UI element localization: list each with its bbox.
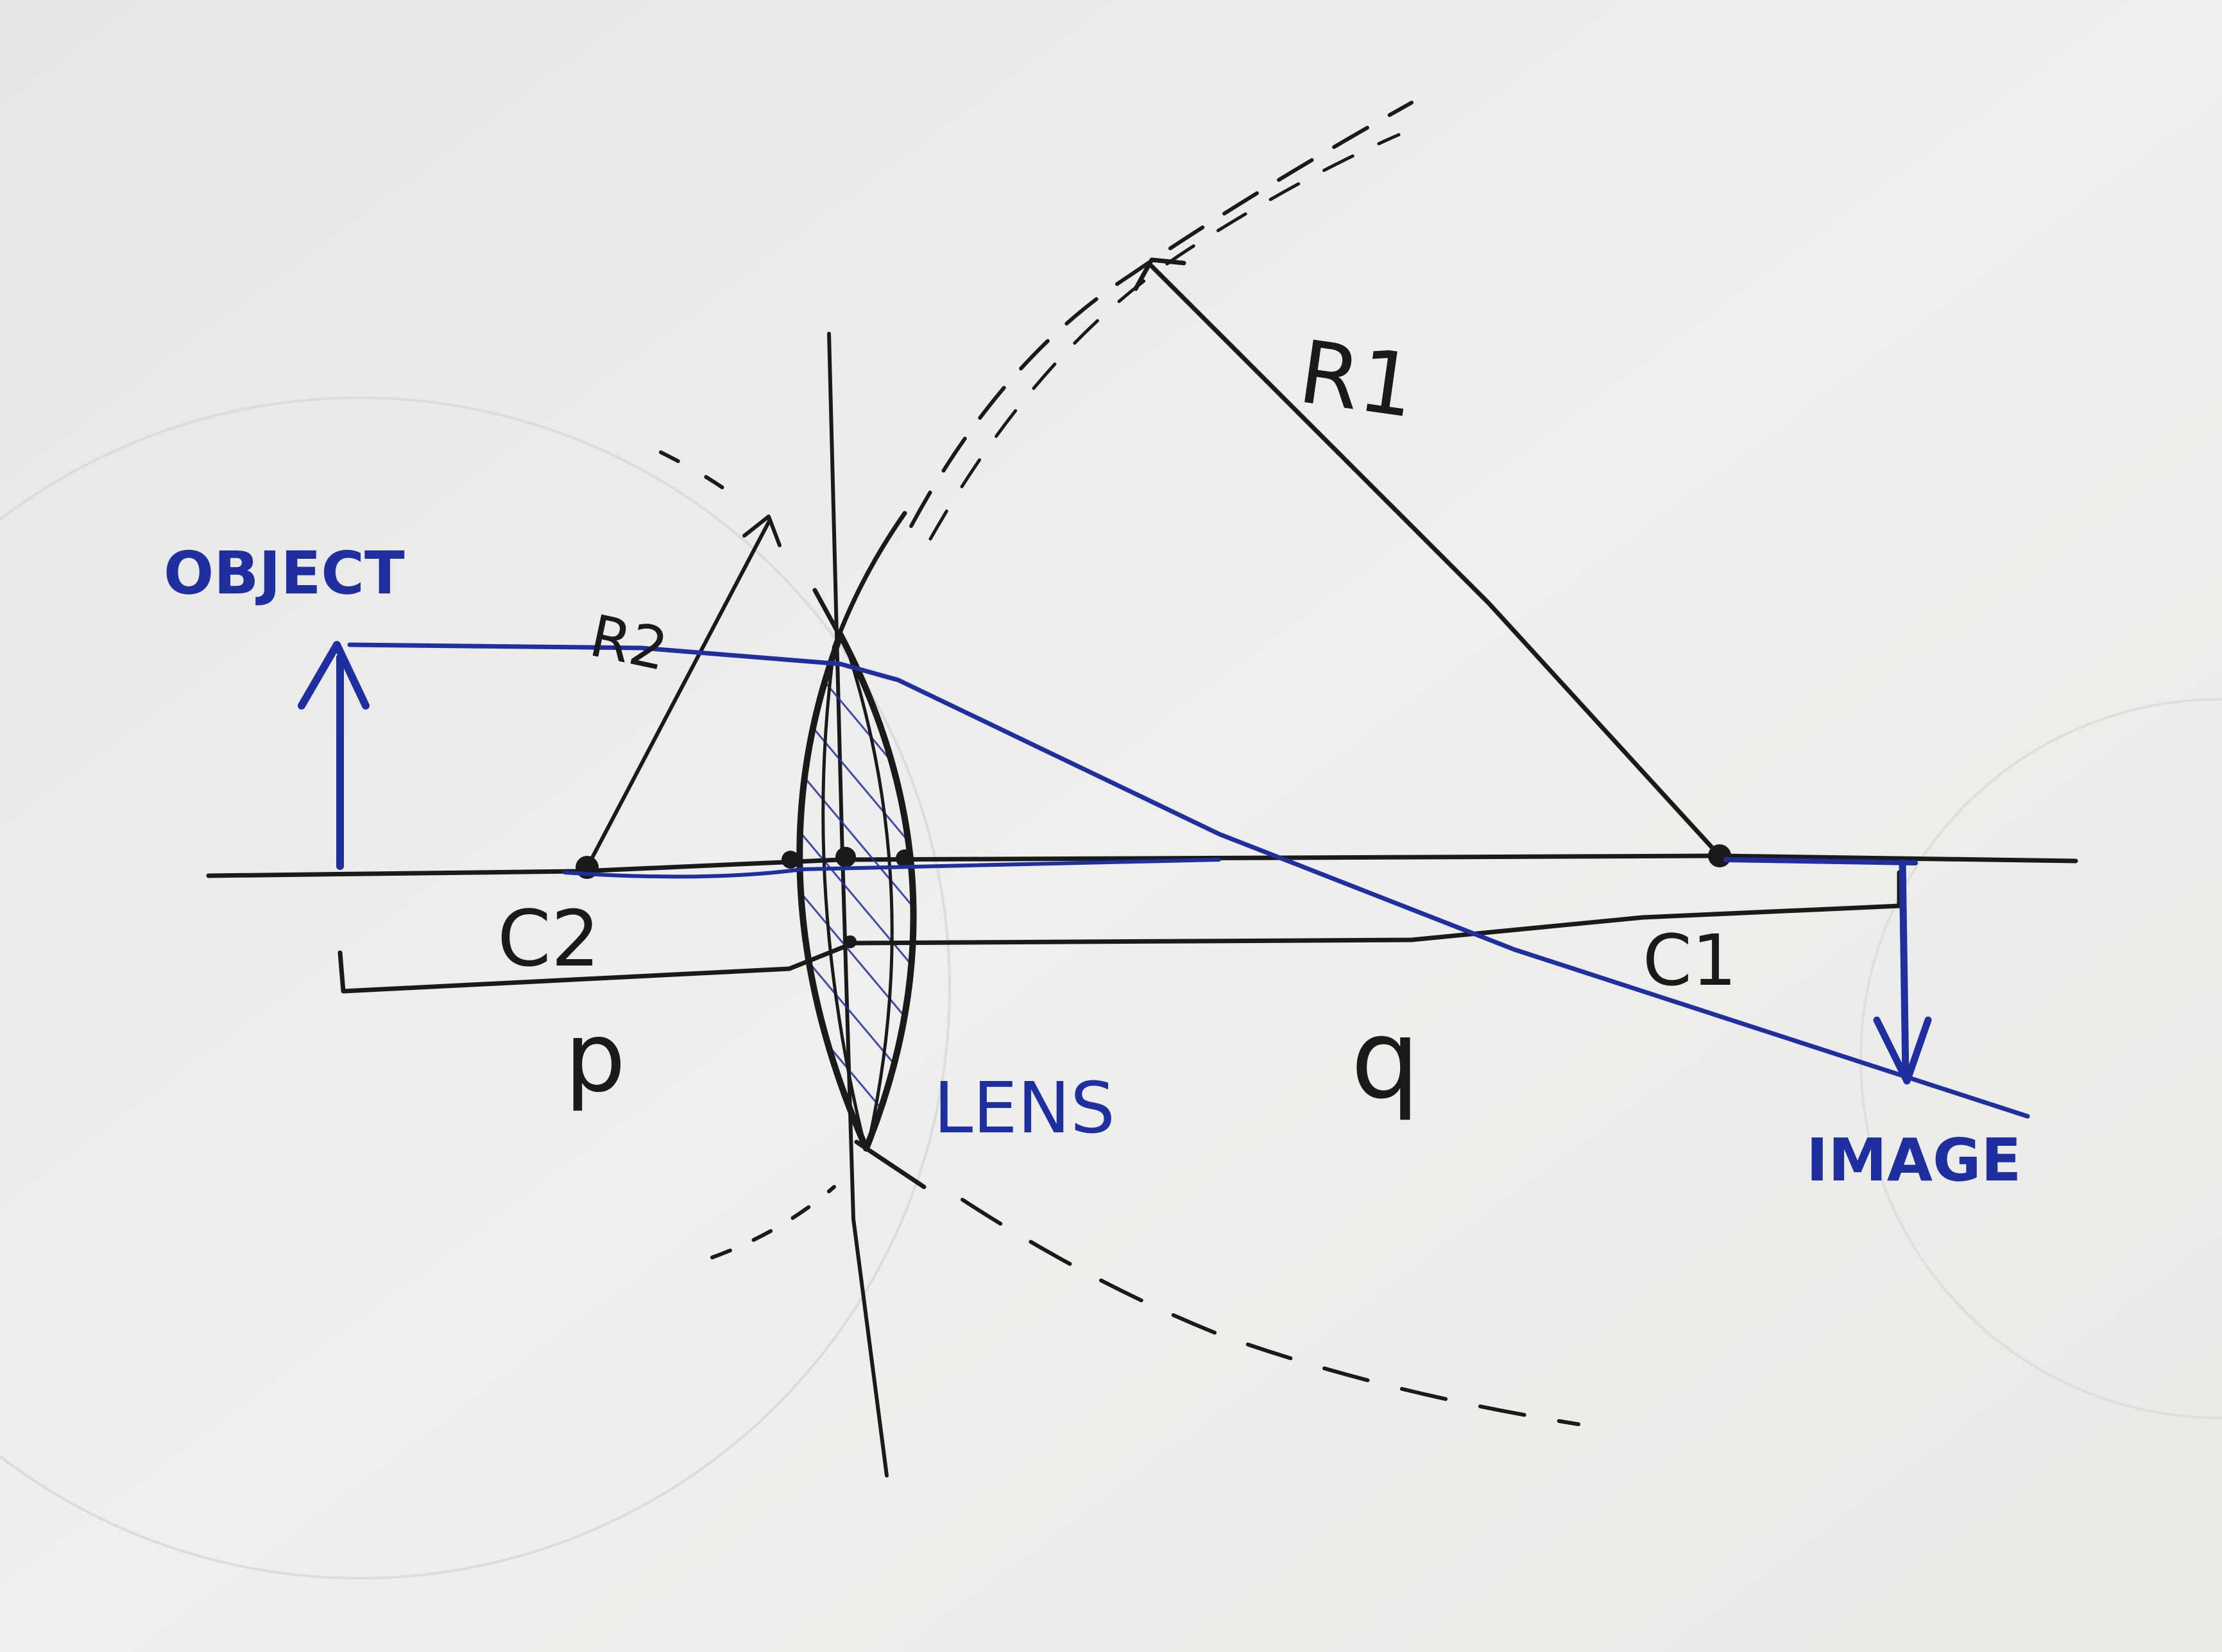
lens-center-dot xyxy=(835,847,856,867)
radius-1-label: R1 xyxy=(1294,321,1422,437)
surface-1-dashed-arc-b xyxy=(928,133,1401,541)
lens-bottom-cross xyxy=(854,1139,927,1189)
object-arrowhead xyxy=(298,641,370,710)
lens-vertex-left-dot xyxy=(782,851,799,869)
surface-bottom-dashed-arc xyxy=(961,1198,1580,1426)
radius-2-arrowhead xyxy=(742,515,782,547)
image-label: IMAGE xyxy=(1806,1126,2021,1195)
surface-2-dashed-arc-top xyxy=(659,450,733,496)
lens-top-cross xyxy=(812,511,907,663)
center-1-dot xyxy=(1708,844,1731,867)
distance-bracket xyxy=(338,870,1902,994)
lens-vertex-right-dot xyxy=(896,849,914,867)
radius-1-line xyxy=(1149,264,1722,858)
radius-1-arrowhead xyxy=(1133,257,1186,291)
image-arrowhead xyxy=(1873,1016,1932,1085)
lens-label: LENS xyxy=(934,1067,1115,1149)
lens-outline-left xyxy=(796,632,869,1152)
radius-2-label: R2 xyxy=(584,602,673,685)
principal-ray xyxy=(347,642,2030,1119)
image-arrow-shaft xyxy=(1899,859,1910,1082)
center-2-label: C2 xyxy=(497,895,600,984)
center-1-label: C1 xyxy=(1643,919,1737,1001)
q-label: q xyxy=(1351,996,1420,1123)
lens-hatching xyxy=(799,635,914,1148)
image-top-tick xyxy=(1723,857,1918,865)
radius-2-line xyxy=(585,518,772,869)
p-label: p xyxy=(565,1002,626,1114)
surface-bottom-dashed-arc-left xyxy=(710,1185,836,1259)
lens-outline-right xyxy=(837,632,917,1152)
surface-1-dashed-arc xyxy=(909,101,1414,528)
axis-blue-overlay xyxy=(563,858,1221,879)
paper-impression xyxy=(1859,698,2222,1419)
paper-impression xyxy=(0,396,951,1580)
lens-outline-inner xyxy=(821,646,894,1141)
object-label: OBJECT xyxy=(164,539,405,608)
